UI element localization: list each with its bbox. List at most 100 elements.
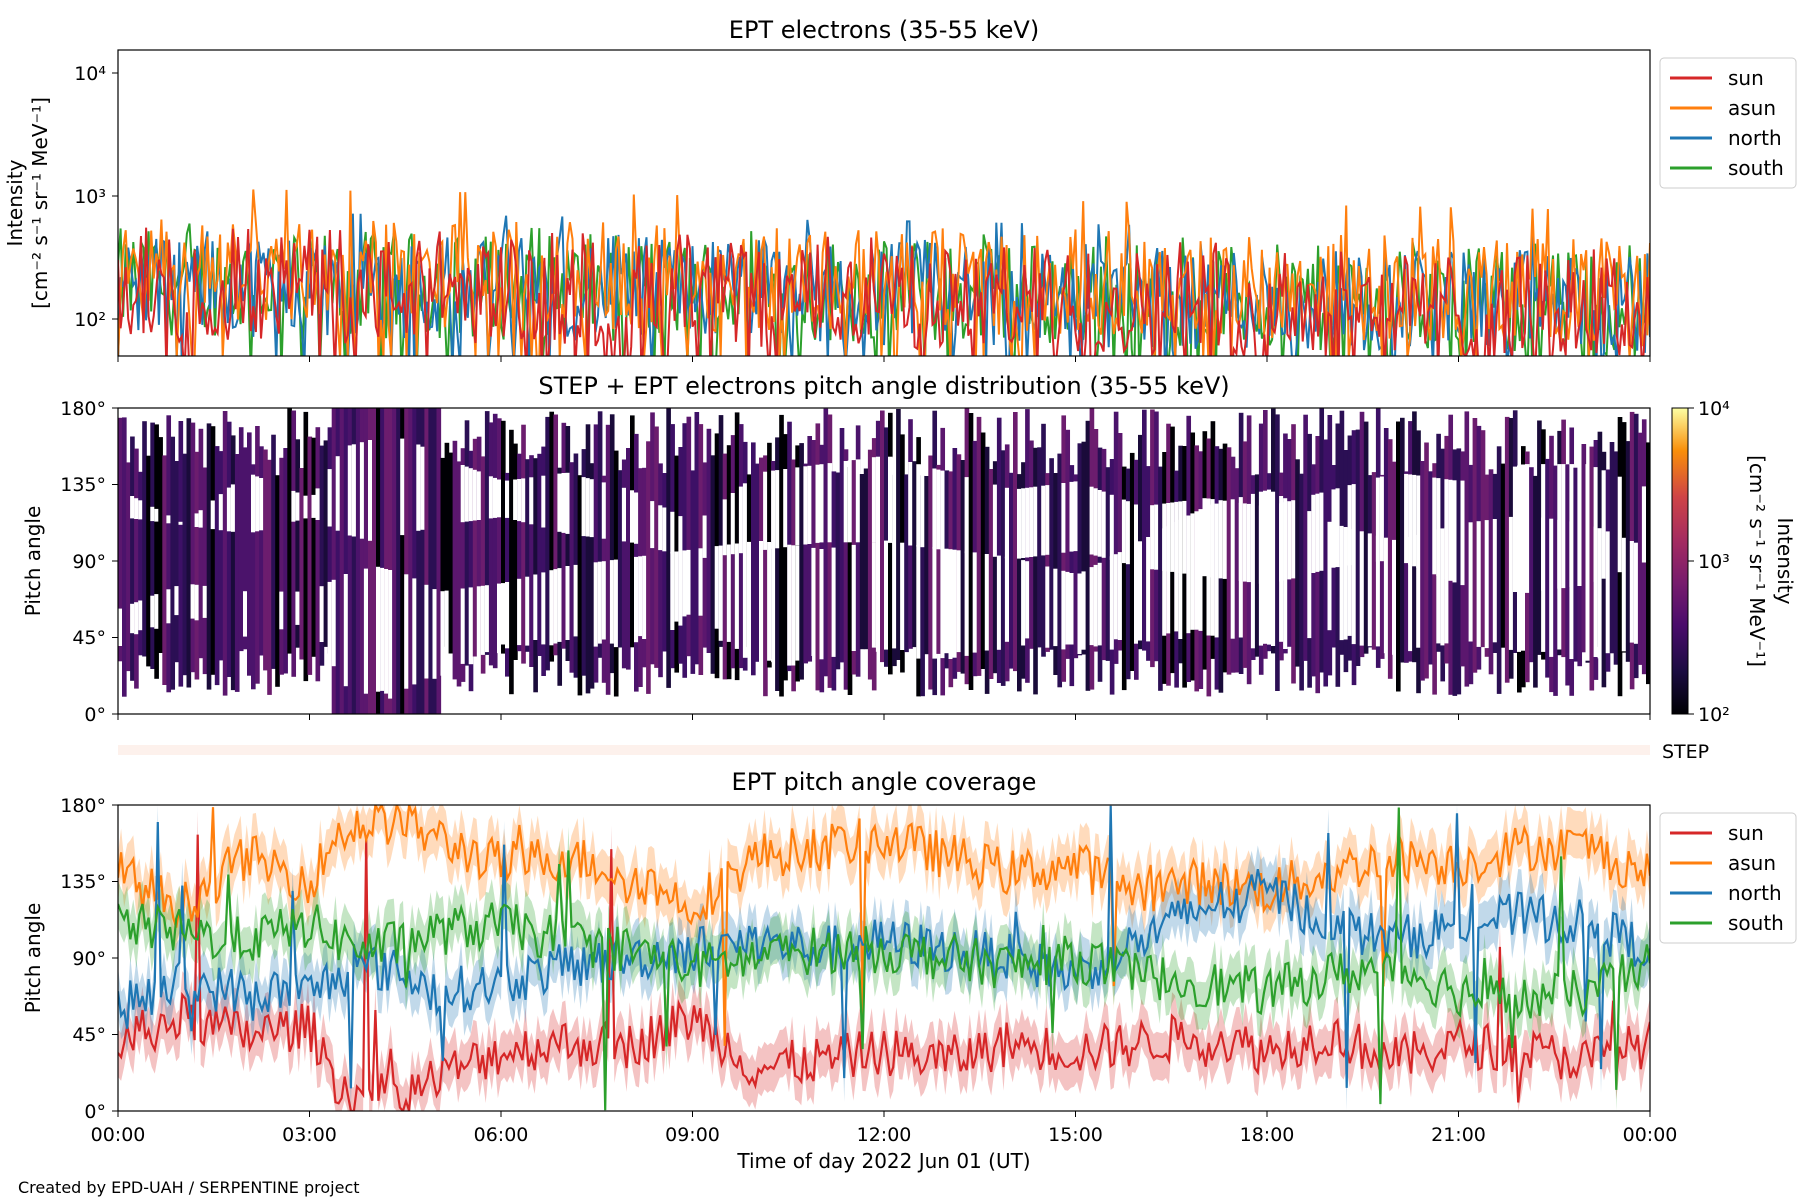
heatmap-gap xyxy=(1146,537,1151,642)
heatmap-gap xyxy=(1311,494,1316,573)
heatmap-gap xyxy=(1033,486,1038,557)
heatmap-cell xyxy=(581,449,587,676)
heatmap-gap xyxy=(1250,493,1256,649)
heatmap-gap xyxy=(1577,464,1583,586)
heatmap-cell xyxy=(1545,458,1550,678)
heatmap-gap xyxy=(964,551,970,656)
heatmap-gap xyxy=(601,561,607,640)
heatmap-cell xyxy=(323,440,329,647)
heatmap-cell xyxy=(807,436,813,662)
heatmap-gap xyxy=(944,548,950,654)
heatmap-gap xyxy=(1041,485,1046,556)
heatmap-cell xyxy=(690,470,696,674)
heatmap-cell xyxy=(517,453,522,652)
heatmap-gap xyxy=(807,465,813,544)
heatmap-cell xyxy=(162,455,167,685)
heatmap-cell xyxy=(166,415,172,693)
heatmap-cell xyxy=(1589,446,1595,691)
panel1-title: EPT electrons (35-55 keV) xyxy=(729,16,1039,44)
heatmap-cell xyxy=(497,418,502,652)
heatmap-cell xyxy=(1432,463,1437,695)
heatmap-cell xyxy=(1045,473,1050,652)
heatmap-cell xyxy=(686,416,692,657)
heatmap-gap xyxy=(476,586,482,658)
heatmap-gap xyxy=(565,566,571,640)
heatmap-cell xyxy=(226,421,232,677)
heatmap-gap xyxy=(1246,503,1252,583)
heatmap-cell xyxy=(1009,472,1014,669)
heatmap-cell xyxy=(839,428,845,663)
heatmap-cell xyxy=(404,408,409,714)
heatmap-cell xyxy=(1033,447,1038,695)
panel3-ylabel: Pitch angle xyxy=(21,903,45,1014)
legend-label-south: south xyxy=(1728,911,1784,935)
x-tick-label: 06:00 xyxy=(474,1124,529,1146)
heatmap-gap xyxy=(1125,501,1131,565)
panel2-ytick-label: 0° xyxy=(84,704,106,726)
heatmap-cell xyxy=(936,464,942,654)
heatmap-cell xyxy=(585,424,591,694)
heatmap-cell xyxy=(1396,421,1401,692)
heatmap-gap xyxy=(1319,492,1325,571)
heatmap-gap xyxy=(347,445,353,536)
heatmap-cell xyxy=(492,413,498,669)
heatmap-gap xyxy=(1134,504,1139,567)
heatmap-cell xyxy=(803,463,809,664)
heatmap-gap xyxy=(1347,528,1353,636)
heatmap-cell xyxy=(1480,430,1486,648)
heatmap-gap xyxy=(1484,520,1490,649)
x-tick-label: 12:00 xyxy=(857,1124,912,1146)
heatmap-cell xyxy=(130,436,135,681)
heatmap-cell xyxy=(928,455,933,690)
heatmap-gap xyxy=(1408,474,1413,565)
heatmap-cell xyxy=(1565,464,1570,686)
heatmap-gap xyxy=(1416,475,1421,568)
heatmap-cell xyxy=(388,408,393,714)
heatmap-gap xyxy=(1154,504,1159,570)
heatmap-gap xyxy=(1017,488,1022,559)
heatmap-cell xyxy=(722,453,728,680)
heatmap-gap xyxy=(243,591,248,637)
heatmap-gap xyxy=(996,555,1002,650)
heatmap-gap xyxy=(585,478,591,537)
heatmap-gap xyxy=(1069,481,1075,552)
heatmap-gap xyxy=(714,546,720,629)
heatmap-gap xyxy=(783,469,788,548)
heatmap-cell xyxy=(376,408,381,714)
heatmap-gap xyxy=(916,544,921,659)
heatmap-cell xyxy=(400,408,405,714)
heatmap-gap xyxy=(1444,479,1450,580)
heatmap-gap xyxy=(763,471,768,550)
heatmap-cell xyxy=(368,408,373,714)
heatmap-gap xyxy=(1436,478,1441,576)
heatmap-gap xyxy=(1492,519,1498,643)
series-line-asun xyxy=(118,189,1650,356)
heatmap-gap xyxy=(1287,501,1292,580)
heatmap-cell xyxy=(880,410,885,663)
x-tick-label: 18:00 xyxy=(1240,1124,1295,1146)
heatmap-gap xyxy=(819,549,825,660)
heatmap-gap xyxy=(634,556,639,643)
heatmap-gap xyxy=(1331,489,1337,568)
heatmap-gap xyxy=(686,549,692,615)
heatmap-gap xyxy=(1375,477,1381,562)
heatmap-gap xyxy=(855,459,861,543)
heatmap-gap xyxy=(678,551,684,626)
heatmap-gap xyxy=(1569,521,1575,659)
heatmap-gap xyxy=(1113,554,1119,640)
heatmap-cell xyxy=(1017,474,1022,692)
heatmap-cell xyxy=(126,462,131,672)
heatmap-cell xyxy=(960,460,966,674)
heatmap-gap xyxy=(1186,515,1192,634)
x-tick-label: 00:00 xyxy=(91,1124,146,1146)
heatmap-gap xyxy=(1210,499,1216,578)
heatmap-gap xyxy=(932,468,938,549)
heatmap-gap xyxy=(1597,528,1603,659)
heatmap-cell xyxy=(541,446,546,676)
heatmap-gap xyxy=(404,574,409,689)
heatmap-gap xyxy=(1178,501,1183,573)
heatmap-gap xyxy=(1117,552,1123,640)
heatmap-gap xyxy=(1182,500,1187,574)
panel1-legend-box xyxy=(1659,57,1797,189)
heatmap-gap xyxy=(759,541,764,664)
